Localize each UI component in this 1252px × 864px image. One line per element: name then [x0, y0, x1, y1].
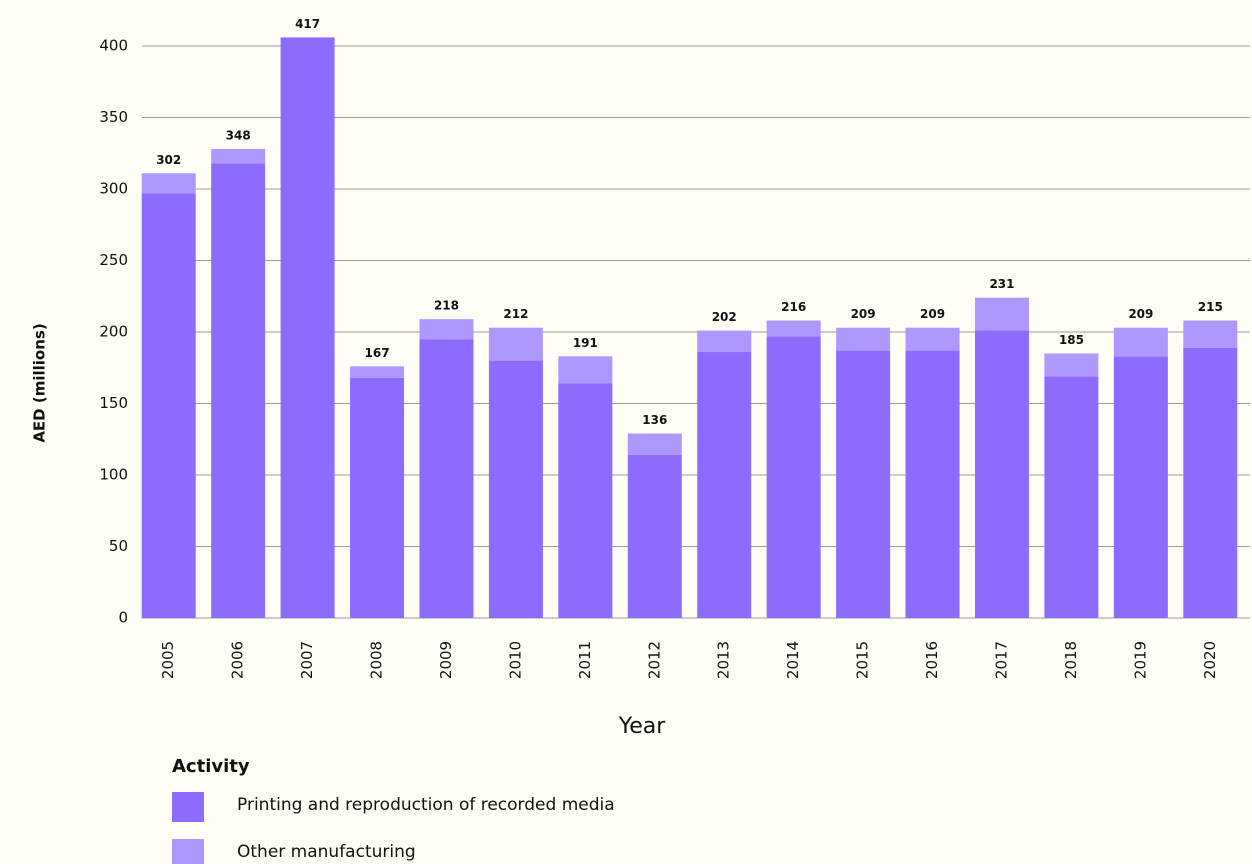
bar-segment: [488, 360, 543, 618]
bar-segment: [627, 433, 682, 455]
x-tick-label: 2020: [1201, 641, 1219, 679]
bar-segment: [766, 336, 821, 618]
bar-segment: [974, 330, 1029, 618]
bar-segment: [974, 297, 1029, 331]
bar-segment: [419, 319, 474, 340]
bar-segment: [1113, 356, 1168, 618]
bar-segment: [280, 37, 335, 619]
y-tick-label: 0: [118, 609, 128, 627]
y-tick-label: 300: [99, 180, 128, 198]
x-tick-label: 2011: [576, 641, 594, 679]
bar-segment: [1183, 320, 1238, 348]
x-tick-label: 2007: [298, 641, 316, 679]
y-axis-label: AED (millions): [31, 323, 49, 442]
bar-segment: [558, 383, 613, 618]
x-tick-label: 2019: [1131, 641, 1149, 679]
x-tick-label: 2009: [437, 641, 455, 679]
x-tick-label: 2015: [854, 641, 872, 679]
total-label: 136: [642, 413, 667, 427]
total-label: 216: [781, 300, 806, 314]
legend-label: Other manufacturing: [237, 842, 416, 862]
y-tick-label: 250: [99, 251, 128, 269]
x-tick-label: 2008: [368, 641, 386, 679]
total-label: 348: [226, 128, 251, 142]
bar-segment: [905, 327, 960, 351]
legend-title: Activity: [172, 756, 250, 777]
y-tick-label: 200: [99, 323, 128, 341]
y-tick-label: 50: [109, 537, 128, 555]
x-tick-label: 2010: [506, 641, 524, 679]
total-label: 191: [573, 336, 598, 350]
y-tick-label: 100: [99, 466, 128, 484]
total-label: 215: [1198, 300, 1223, 314]
bar-segment: [211, 163, 266, 618]
total-label: 212: [503, 307, 528, 321]
total-label: 167: [365, 346, 390, 360]
bar-segment: [141, 193, 196, 619]
bar-segment: [1113, 327, 1168, 357]
bar-segment: [627, 454, 682, 618]
total-label: 218: [434, 299, 459, 313]
bar-segment: [488, 327, 543, 361]
bar-segment: [350, 366, 405, 378]
total-label: 202: [712, 310, 737, 324]
total-label: 209: [851, 307, 876, 321]
y-tick-label: 150: [99, 394, 128, 412]
total-label: 185: [1059, 333, 1084, 347]
total-label: 417: [295, 17, 320, 31]
x-tick-label: 2014: [784, 641, 802, 679]
bar-segment: [836, 327, 891, 351]
bar-segment: [1044, 353, 1099, 377]
bar-segment: [836, 350, 891, 618]
y-tick-label: 350: [99, 108, 128, 126]
bar-segment: [697, 352, 752, 618]
total-label: 302: [156, 153, 181, 167]
bar-segment: [1044, 376, 1099, 618]
legend-swatch: [172, 839, 204, 864]
x-axis-label: Year: [618, 714, 667, 739]
legend-swatch: [172, 792, 204, 822]
x-tick-label: 2013: [715, 641, 733, 679]
x-tick-label: 2018: [1062, 641, 1080, 679]
x-tick-label: 2006: [229, 641, 247, 679]
bar-segment: [766, 320, 821, 337]
x-tick-label: 2012: [645, 641, 663, 679]
bar-segment: [419, 339, 474, 618]
y-tick-label: 400: [99, 37, 128, 55]
bar-segment: [905, 350, 960, 618]
bar-segment: [350, 377, 405, 618]
total-label: 231: [989, 277, 1014, 291]
x-tick-label: 2005: [159, 641, 177, 679]
x-tick-label: 2017: [992, 641, 1010, 679]
bar-segment: [558, 356, 613, 384]
bar-segment: [211, 148, 266, 164]
x-tick-label: 2016: [923, 641, 941, 679]
total-label: 209: [920, 307, 945, 321]
total-label: 209: [1128, 307, 1153, 321]
bar-segment: [697, 330, 752, 353]
bar-segment: [141, 173, 196, 194]
bar-segment: [1183, 347, 1238, 618]
legend-label: Printing and reproduction of recorded me…: [237, 795, 615, 815]
